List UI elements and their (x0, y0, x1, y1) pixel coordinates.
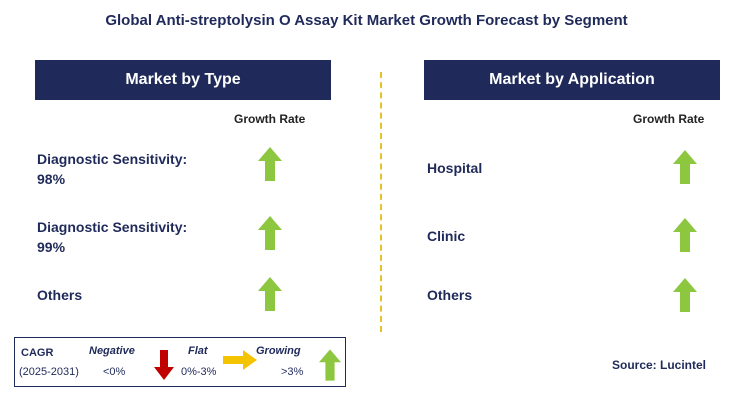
type-row-1-line1: Diagnostic Sensitivity: (37, 151, 188, 167)
type-row-2-line1: Diagnostic Sensitivity: (37, 219, 188, 235)
legend-period-label: (2025-2031) (19, 366, 79, 378)
type-row-1-label: Diagnostic Sensitivity: 98% (37, 149, 187, 189)
legend-flat-label: Flat (188, 345, 208, 357)
application-row-clinic: Clinic (427, 228, 466, 244)
up-green-arrow-icon (319, 349, 341, 381)
application-row-others: Others (427, 287, 473, 303)
right-yellow-arrow-icon (223, 350, 257, 370)
up-green-arrow-icon (673, 278, 697, 312)
market-by-type-header: Market by Type (35, 60, 331, 100)
up-green-arrow-icon (258, 216, 282, 250)
growth-rate-label-right: Growth Rate (633, 112, 705, 126)
chart-title: Global Anti-streptolysin O Assay Kit Mar… (105, 12, 628, 29)
legend-flat-range: 0%-3% (181, 366, 217, 378)
type-row-3-label: Others (37, 287, 83, 303)
down-red-arrow-icon (154, 350, 174, 380)
type-row-1-line2: 98% (37, 171, 66, 187)
up-green-arrow-icon (673, 218, 697, 252)
up-green-arrow-icon (673, 150, 697, 184)
legend-growing-label: Growing (256, 345, 301, 357)
legend-growing-range: >3% (281, 366, 304, 378)
type-row-2-line2: 99% (37, 239, 66, 255)
legend-negative-label: Negative (89, 345, 135, 357)
up-green-arrow-icon (258, 147, 282, 181)
market-by-application-header: Market by Application (424, 60, 720, 100)
legend-negative-range: <0% (103, 366, 126, 378)
cagr-legend: CAGR (2025-2031) Negative <0% Flat 0%-3%… (14, 337, 346, 387)
up-green-arrow-icon (258, 277, 282, 311)
type-row-2-label: Diagnostic Sensitivity: 99% (37, 217, 187, 257)
source-label: Source: Lucintel (612, 358, 707, 372)
application-row-hospital: Hospital (427, 160, 483, 176)
legend-cagr-label: CAGR (21, 347, 54, 359)
growth-rate-label-left: Growth Rate (234, 112, 306, 126)
panel-divider (380, 72, 382, 332)
